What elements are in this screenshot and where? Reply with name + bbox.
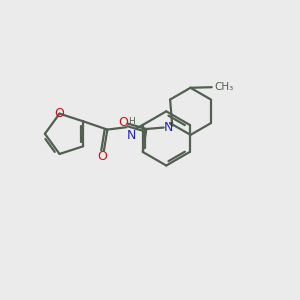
Text: N: N	[164, 121, 173, 134]
Text: O: O	[98, 150, 107, 163]
Text: O: O	[118, 116, 128, 129]
Text: O: O	[55, 107, 64, 120]
Text: N: N	[127, 129, 136, 142]
Text: H: H	[128, 117, 135, 126]
Text: CH₃: CH₃	[214, 82, 233, 92]
